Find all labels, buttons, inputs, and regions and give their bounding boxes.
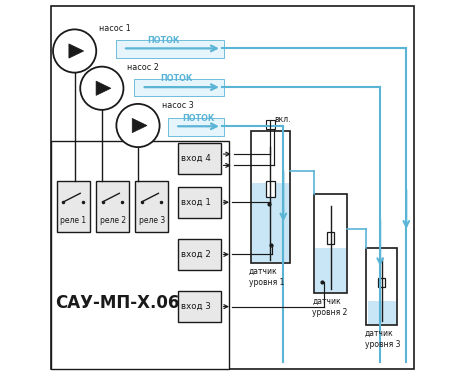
Bar <box>178 143 221 174</box>
Text: реле 1: реле 1 <box>61 216 87 225</box>
Text: вкл.: вкл. <box>274 115 291 124</box>
Bar <box>116 40 224 58</box>
Bar <box>51 141 229 369</box>
Text: датчик
уровня 2: датчик уровня 2 <box>312 297 348 317</box>
Text: ПОТОК: ПОТОК <box>147 36 180 45</box>
Bar <box>252 183 289 262</box>
Bar <box>314 194 347 293</box>
Bar <box>266 120 275 129</box>
Polygon shape <box>69 44 84 58</box>
Bar <box>266 181 275 197</box>
Bar <box>327 232 334 244</box>
Text: вход 1: вход 1 <box>181 198 211 207</box>
Bar <box>366 248 397 325</box>
Bar <box>178 187 221 218</box>
Bar <box>178 291 221 322</box>
Circle shape <box>53 30 96 73</box>
Text: вход 2: вход 2 <box>181 250 211 259</box>
Text: реле 3: реле 3 <box>139 216 165 225</box>
Bar <box>251 131 290 263</box>
Bar <box>315 248 346 292</box>
Text: насос 1: насос 1 <box>99 24 130 33</box>
Bar <box>57 181 90 232</box>
Text: вход 4: вход 4 <box>181 154 211 163</box>
Bar <box>134 79 224 96</box>
Bar <box>368 301 396 324</box>
Text: датчик
уровня 3: датчик уровня 3 <box>364 329 400 349</box>
Text: насос 3: насос 3 <box>162 101 194 110</box>
Text: вход 3: вход 3 <box>181 302 211 311</box>
Polygon shape <box>96 81 111 95</box>
Text: САУ-МП-Х.06: САУ-МП-Х.06 <box>55 294 180 312</box>
Bar <box>168 118 224 136</box>
Text: датчик
уровня 1: датчик уровня 1 <box>249 267 284 287</box>
Circle shape <box>80 67 123 110</box>
Bar <box>378 278 385 287</box>
Bar <box>96 181 129 232</box>
Bar <box>136 181 168 232</box>
Text: ПОТОК: ПОТОК <box>160 74 193 83</box>
Circle shape <box>116 104 159 147</box>
Text: насос 2: насос 2 <box>127 63 159 72</box>
Polygon shape <box>132 119 147 133</box>
Text: реле 2: реле 2 <box>100 216 126 225</box>
Text: ПОТОК: ПОТОК <box>183 114 215 123</box>
Bar <box>178 239 221 270</box>
